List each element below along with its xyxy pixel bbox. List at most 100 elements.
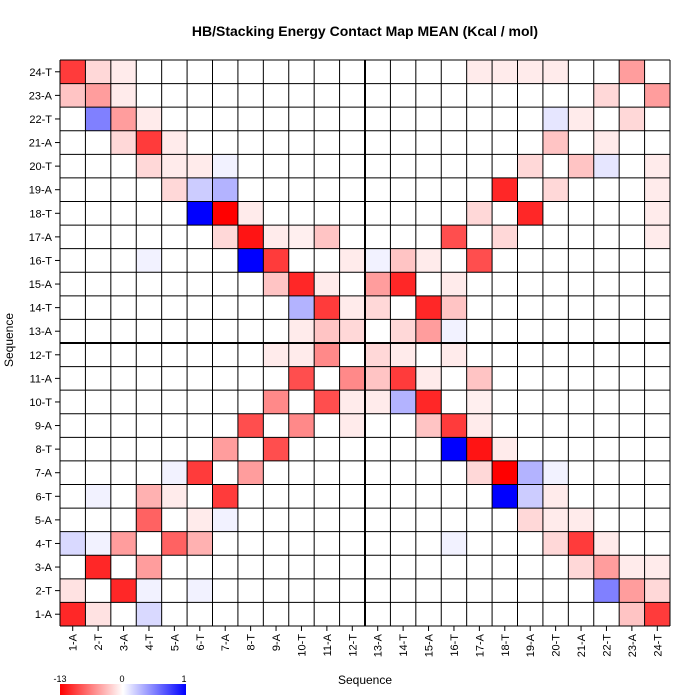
heatmap-cell (415, 107, 442, 131)
heatmap-cell (415, 555, 442, 579)
heatmap-cell (517, 602, 543, 626)
heatmap-cell (644, 225, 670, 249)
heatmap-cell (187, 225, 213, 249)
heatmap-cell (517, 343, 543, 367)
x-tick-label: 17-A (474, 633, 486, 657)
heatmap-cell (60, 531, 86, 556)
heatmap-cell (288, 248, 315, 273)
heatmap-cell (542, 83, 569, 108)
heatmap-cell (339, 343, 365, 367)
heatmap-cell (542, 225, 569, 249)
heatmap-cell (568, 154, 594, 178)
heatmap-cell (237, 248, 264, 273)
heatmap-cell (263, 390, 289, 414)
y-tick-label: 10-T (29, 397, 52, 409)
heatmap-cell (492, 484, 518, 509)
legend-color-bar (60, 684, 186, 695)
heatmap-cell (365, 484, 391, 509)
heatmap-cell (60, 201, 86, 226)
heatmap-cell (161, 531, 188, 556)
y-tick-label: 20-T (29, 161, 52, 173)
heatmap-cell (263, 272, 289, 296)
heatmap-cell (644, 531, 670, 556)
heatmap-cell (161, 319, 188, 343)
heatmap-cell (415, 248, 442, 273)
heatmap-cell (415, 366, 442, 391)
heatmap-cell (136, 225, 162, 249)
heatmap-cell (568, 319, 594, 343)
heatmap-cell (85, 366, 111, 391)
heatmap-cell (237, 531, 264, 556)
heatmap-cell (441, 225, 467, 249)
heatmap-cell (85, 508, 111, 532)
y-tick-label: 23-A (29, 90, 53, 102)
y-tick-label: 3-A (35, 562, 53, 574)
heatmap-cell (136, 248, 162, 273)
heatmap-cell (466, 437, 493, 461)
heatmap-cell (542, 366, 569, 391)
heatmap-cell (85, 578, 111, 603)
heatmap-cell (314, 508, 340, 532)
x-axis-ticks: 1-A 2-T 3-A 4-T 5-A 6-T 7-A 8-T 9-A 10-T 11-A 12-T 1… (68, 626, 664, 657)
heatmap-cell (314, 319, 340, 343)
heatmap-cell (314, 154, 340, 178)
heatmap-cell (136, 555, 162, 579)
heatmap-cell (568, 201, 594, 226)
heatmap-cell (492, 343, 518, 367)
heatmap-cell (237, 578, 264, 603)
heatmap-cell (339, 225, 365, 249)
x-tick-label: 16-T (449, 634, 461, 657)
heatmap-cell (619, 248, 645, 273)
heatmap-cell (136, 272, 162, 296)
heatmap-cell (110, 60, 137, 84)
y-tick-label: 5-A (35, 515, 53, 527)
heatmap-cell (314, 130, 340, 155)
heatmap-cell (212, 437, 238, 461)
heatmap-cell (187, 413, 213, 438)
heatmap-cell (212, 602, 238, 626)
heatmap-cell (619, 154, 645, 178)
heatmap-cell (517, 366, 543, 391)
heatmap-cell (365, 295, 391, 320)
heatmap-cell (288, 413, 315, 438)
heatmap-cell (365, 248, 391, 273)
heatmap-cell (517, 130, 543, 155)
heatmap-cell (644, 484, 670, 509)
heatmap-cell (390, 201, 416, 226)
heatmap-cell (136, 295, 162, 320)
heatmap-cell (187, 531, 213, 556)
heatmap-cell (644, 130, 670, 155)
heatmap-cell (161, 602, 188, 626)
heatmap-cell (441, 413, 467, 438)
heatmap-cell (314, 413, 340, 438)
heatmap-cell (441, 460, 467, 485)
heatmap-cell (593, 248, 620, 273)
heatmap-cell (415, 437, 442, 461)
heatmap-cell (187, 272, 213, 296)
heatmap-cell (85, 555, 111, 579)
heatmap-cell (466, 248, 493, 273)
heatmap-cell (136, 83, 162, 108)
heatmap-cell (161, 578, 188, 603)
heatmap-cell (288, 319, 315, 343)
heatmap-cell (542, 295, 569, 320)
heatmap-cell (619, 130, 645, 155)
heatmap-cell (466, 390, 493, 414)
heatmap-cell (365, 60, 391, 84)
heatmap-cell (644, 602, 670, 626)
heatmap-cell (441, 578, 467, 603)
y-tick-label: 8-T (36, 444, 53, 456)
heatmap-cell (415, 531, 442, 556)
heatmap-cell (237, 201, 264, 226)
heatmap-cell (288, 602, 315, 626)
heatmap-cell (110, 531, 137, 556)
heatmap-cell (492, 460, 518, 485)
heatmap-cell (365, 555, 391, 579)
heatmap-cell (136, 319, 162, 343)
heatmap-cell (212, 343, 238, 367)
heatmap-cell (187, 130, 213, 155)
heatmap-cell (110, 83, 137, 108)
heatmap-cell (415, 460, 442, 485)
heatmap-cell (212, 531, 238, 556)
heatmap-cell (110, 602, 137, 626)
